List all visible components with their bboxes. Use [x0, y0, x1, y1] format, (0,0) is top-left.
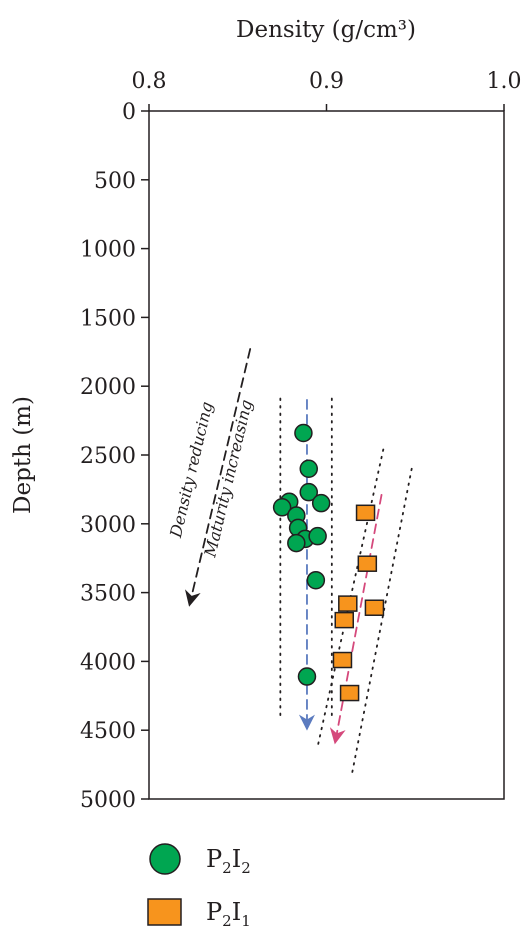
dashed-trend-arrow [184, 348, 252, 607]
data-point-circle [299, 459, 318, 479]
legend-label: P2I2 [206, 845, 251, 877]
y-tick-label: 500 [94, 169, 136, 194]
data-point-circle [308, 526, 327, 546]
data-point-square [357, 555, 378, 572]
legend: P2I2 P2I1 [147, 843, 251, 930]
data-point-circle [294, 423, 313, 443]
y-tick-label: 2500 [80, 444, 136, 469]
data-point-circle [297, 667, 317, 686]
data-point-square [339, 684, 360, 702]
dotted-guide-line [350, 467, 413, 778]
data-point-circle [287, 533, 306, 553]
y-tick-label: 5000 [80, 788, 136, 813]
y-tick-label: 3000 [80, 513, 136, 538]
y-tick-label: 4500 [80, 719, 136, 744]
legend-circle-marker [149, 843, 181, 875]
data-point-circle [299, 482, 318, 502]
x-tick-label: 1.0 [487, 69, 522, 94]
y-tick-label: 4000 [80, 650, 136, 675]
data-point-square [364, 599, 385, 616]
y-tick-label: 2000 [80, 375, 136, 400]
x-axis-title: Density (g/cm³) [236, 17, 416, 43]
x-tick-label: 0.8 [132, 69, 167, 94]
legend-square-marker [147, 898, 182, 926]
trend-lines [184, 348, 413, 778]
data-points [272, 423, 385, 702]
y-tick-label: 3500 [80, 582, 136, 607]
data-point-square [338, 595, 358, 612]
dashed-trend-arrow [329, 494, 383, 745]
y-tick-label: 1000 [80, 238, 136, 263]
data-point-circle [311, 493, 331, 513]
data-point-circle [306, 570, 326, 590]
data-point-square [355, 504, 376, 522]
data-point-square [332, 651, 353, 669]
axis-ticks: 0.8 0.9 1.0 0 500 1000 1500 2000 2500 3000 3500 400… [80, 69, 522, 813]
plot-frame [148, 110, 505, 800]
y-axis-title: Depth (m) [10, 396, 36, 514]
y-tick-label: 0 [122, 100, 136, 125]
y-tick-label: 1500 [80, 306, 136, 331]
legend-label: P2I1 [206, 898, 251, 930]
data-point-circle [272, 498, 292, 517]
x-tick-label: 0.9 [309, 69, 344, 94]
data-point-square [334, 611, 354, 629]
